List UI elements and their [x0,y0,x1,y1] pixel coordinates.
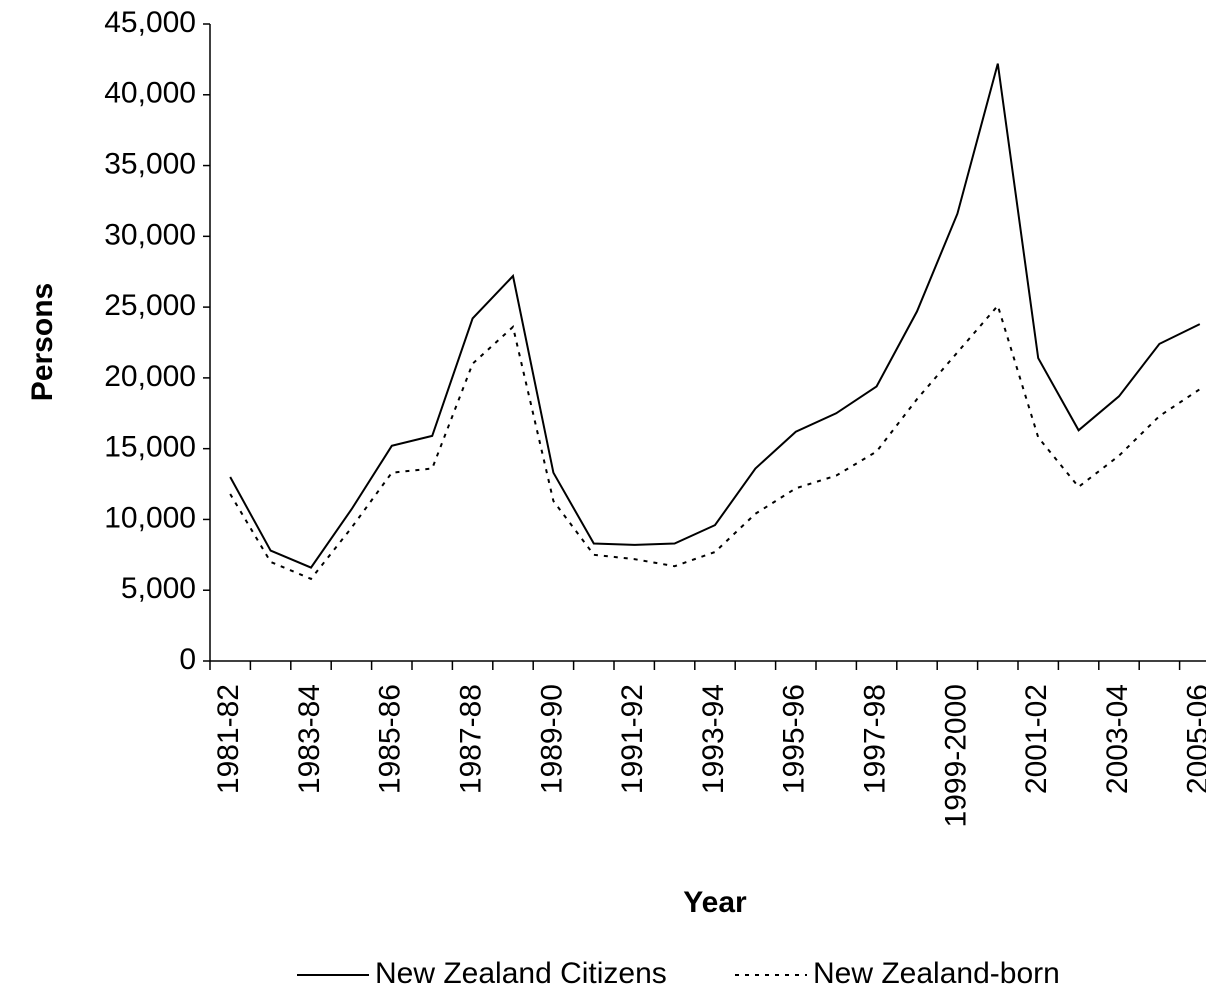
legend-label: New Zealand Citizens [375,957,667,990]
x-tick-label: 2003-04 [1101,684,1134,794]
series-line [229,303,1201,581]
series-line [229,63,1201,569]
y-tick-label: 35,000 [104,147,196,180]
y-tick-label: 15,000 [104,431,196,464]
y-tick-label: 25,000 [104,289,196,322]
y-tick-label: 40,000 [104,77,196,110]
legend-label: New Zealand-born [813,957,1060,990]
x-tick-label: 1995-96 [778,684,811,794]
x-tick-label: 1987-88 [455,684,488,794]
x-tick-label: 1997-98 [859,684,892,794]
y-tick-label: 10,000 [104,501,196,534]
y-tick-label: 45,000 [104,6,196,39]
x-tick-label: 1989-90 [535,684,568,794]
x-tick-label: 1985-86 [374,684,407,794]
x-axis-label: Year [683,886,747,919]
x-tick-label: 1991-92 [616,684,649,794]
x-tick-label: 2001-02 [1020,684,1053,794]
y-tick-label: 20,000 [104,360,196,393]
x-tick-label: 1999-2000 [939,684,972,827]
x-tick-label: 1981-82 [212,684,245,794]
y-axis-label: Persons [26,283,59,401]
x-tick-label: 1983-84 [293,684,326,794]
x-tick-label: 2005-06 [1182,684,1206,794]
y-tick-label: 5,000 [121,572,196,605]
x-tick-label: 1993-94 [697,684,730,794]
y-tick-label: 0 [179,643,196,676]
y-tick-label: 30,000 [104,218,196,251]
